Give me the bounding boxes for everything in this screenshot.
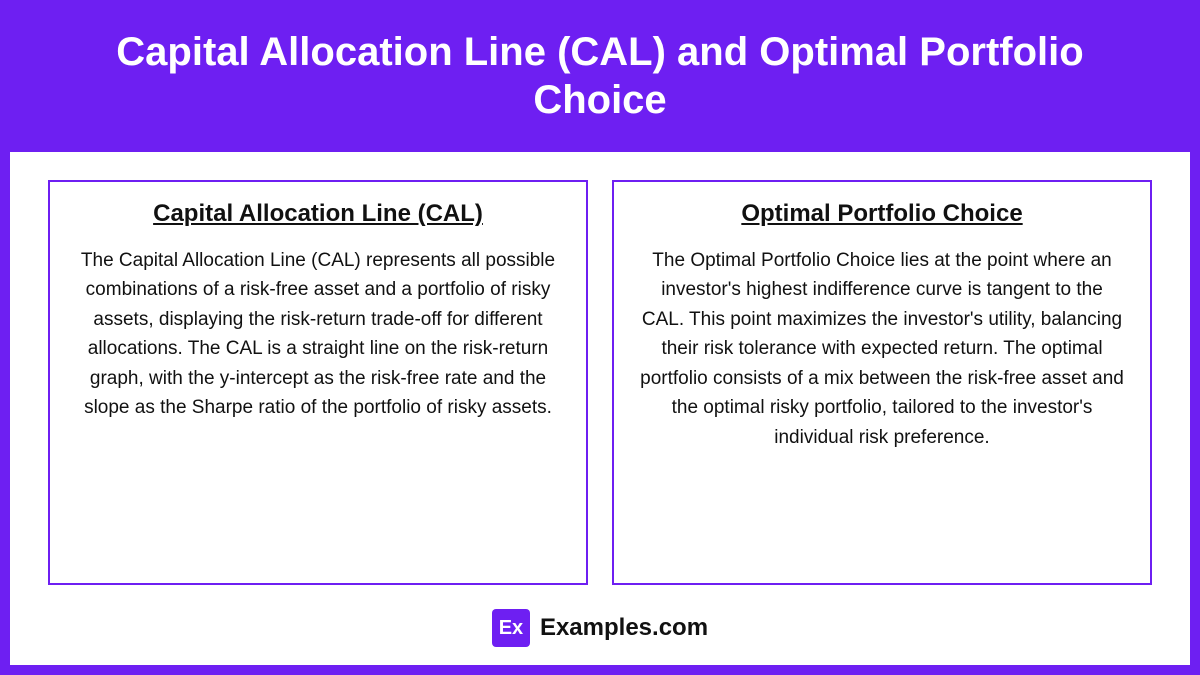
card-cal-body: The Capital Allocation Line (CAL) repres… <box>74 246 562 423</box>
card-optimal-title: Optimal Portfolio Choice <box>638 200 1126 228</box>
page-container: Capital Allocation Line (CAL) and Optima… <box>0 0 1200 675</box>
footer: Ex Examples.com <box>10 601 1190 665</box>
logo-icon: Ex <box>492 609 530 647</box>
logo-abbrev: Ex <box>499 617 523 640</box>
card-optimal-body: The Optimal Portfolio Choice lies at the… <box>638 246 1126 452</box>
card-cal-title: Capital Allocation Line (CAL) <box>74 200 562 228</box>
card-cal: Capital Allocation Line (CAL) The Capita… <box>48 180 588 585</box>
page-title: Capital Allocation Line (CAL) and Optima… <box>116 30 1083 122</box>
page-header: Capital Allocation Line (CAL) and Optima… <box>10 10 1190 152</box>
logo-text: Examples.com <box>540 614 708 642</box>
content-row: Capital Allocation Line (CAL) The Capita… <box>10 152 1190 601</box>
card-optimal: Optimal Portfolio Choice The Optimal Por… <box>612 180 1152 585</box>
